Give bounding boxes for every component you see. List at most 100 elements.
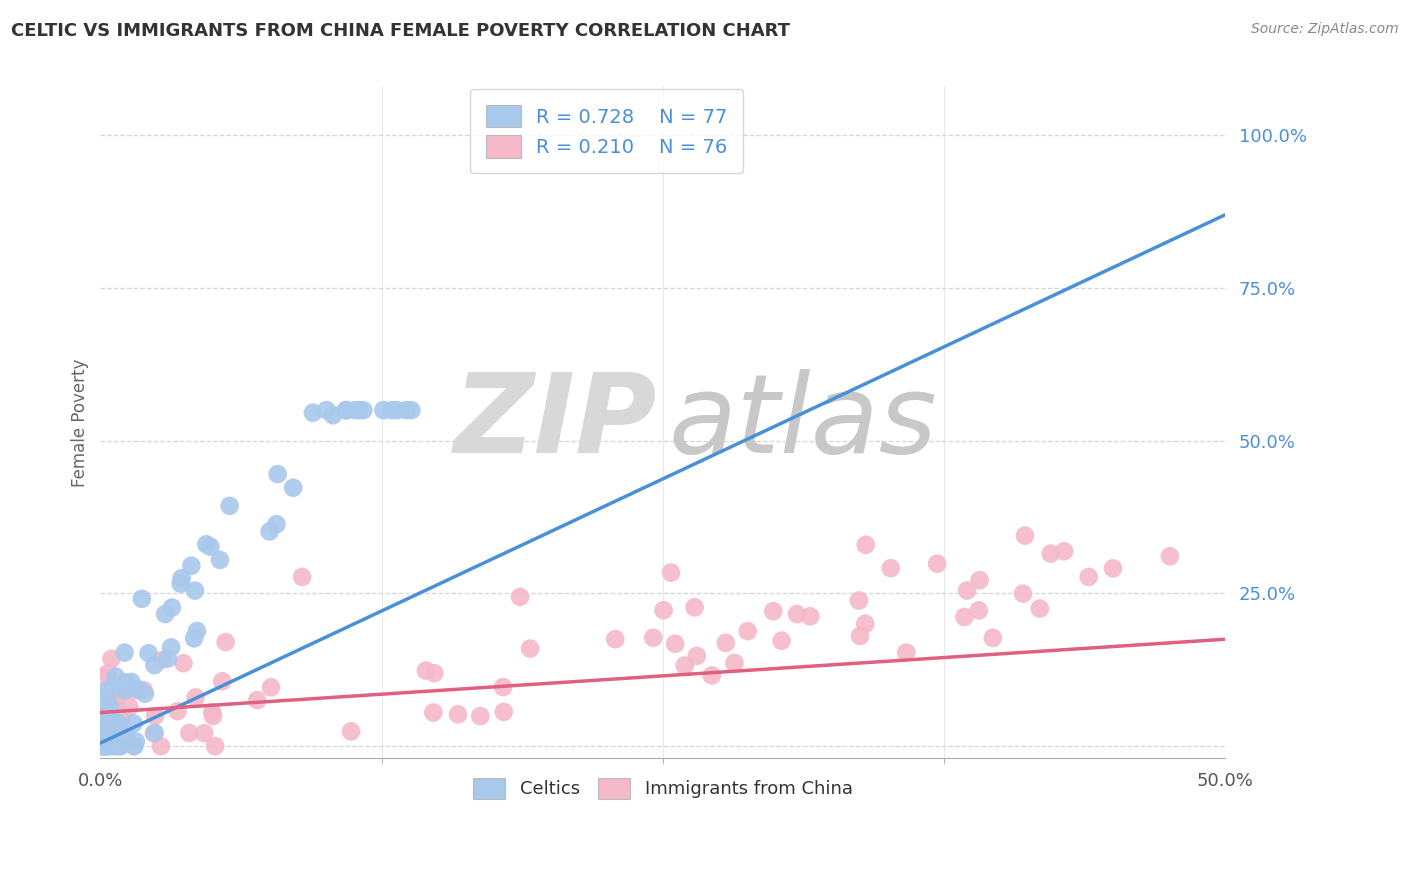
Point (204, 739, 226, 753)
Point (260, 680, 283, 694)
Point (652, 603, 675, 617)
Point (266, 467, 288, 482)
Point (103, 739, 125, 753)
Point (218, 499, 240, 513)
Point (143, 658, 166, 673)
Point (1159, 549, 1181, 564)
Point (1014, 528, 1036, 542)
Point (335, 403, 357, 417)
Point (770, 633, 793, 648)
Point (335, 403, 357, 417)
Point (737, 624, 759, 639)
Point (786, 607, 808, 621)
Point (114, 681, 136, 695)
Point (183, 632, 205, 646)
Point (122, 739, 145, 753)
Point (969, 573, 991, 587)
Point (1102, 561, 1125, 575)
Point (200, 540, 222, 554)
Point (101, 717, 124, 731)
Point (91, 731, 114, 745)
Point (108, 717, 131, 731)
Point (108, 688, 131, 702)
Point (967, 603, 990, 617)
Point (127, 682, 149, 697)
Point (114, 646, 136, 660)
Point (385, 403, 408, 417)
Point (981, 631, 1004, 645)
Point (101, 679, 124, 693)
Point (447, 707, 470, 722)
Point (96, 701, 118, 715)
Point (208, 553, 231, 567)
Point (94, 739, 117, 753)
Point (121, 675, 143, 690)
Point (1053, 544, 1076, 558)
Point (91, 739, 114, 753)
Point (211, 674, 233, 689)
Y-axis label: Female Poverty: Female Poverty (72, 359, 89, 486)
Point (134, 687, 156, 701)
Point (98, 710, 121, 724)
Point (723, 656, 745, 670)
Point (336, 403, 359, 417)
Point (122, 739, 145, 753)
Point (315, 403, 337, 417)
Point (184, 583, 207, 598)
Point (98, 733, 121, 747)
Point (105, 715, 128, 730)
Point (114, 681, 136, 695)
Point (643, 631, 665, 645)
Text: CELTIC VS IMMIGRANTS FROM CHINA FEMALE POVERTY CORRELATION CHART: CELTIC VS IMMIGRANTS FROM CHINA FEMALE P… (11, 22, 790, 40)
Point (470, 709, 492, 723)
Point (302, 406, 325, 420)
Point (953, 610, 976, 624)
Point (519, 641, 541, 656)
Point (100, 652, 122, 666)
Point (179, 726, 201, 740)
Point (855, 538, 877, 552)
Point (422, 706, 444, 720)
Point (201, 706, 224, 720)
Point (283, 481, 305, 495)
Point (423, 666, 446, 681)
Point (184, 690, 207, 705)
Point (149, 739, 172, 753)
Point (114, 675, 136, 690)
Point (143, 726, 166, 740)
Point (322, 409, 344, 423)
Point (104, 696, 127, 710)
Point (202, 709, 225, 723)
Point (91, 734, 114, 748)
Point (799, 609, 821, 624)
Point (94, 739, 117, 753)
Point (373, 403, 395, 417)
Point (927, 557, 949, 571)
Point (91, 739, 114, 753)
Point (853, 616, 876, 631)
Point (714, 636, 737, 650)
Point (509, 590, 531, 604)
Point (169, 576, 191, 591)
Point (110, 739, 132, 753)
Point (112, 709, 135, 723)
Point (352, 403, 374, 417)
Point (1039, 547, 1062, 561)
Point (340, 724, 363, 739)
Point (880, 561, 903, 575)
Point (97, 666, 120, 681)
Point (700, 668, 723, 682)
Point (492, 680, 515, 694)
Point (98, 699, 121, 714)
Point (115, 727, 138, 741)
Point (166, 704, 188, 718)
Point (118, 700, 141, 714)
Point (150, 653, 173, 667)
Point (259, 524, 281, 539)
Point (170, 571, 193, 585)
Text: ZIP: ZIP (454, 369, 657, 475)
Point (848, 593, 870, 607)
Point (160, 640, 183, 655)
Point (93, 739, 115, 753)
Point (291, 570, 314, 584)
